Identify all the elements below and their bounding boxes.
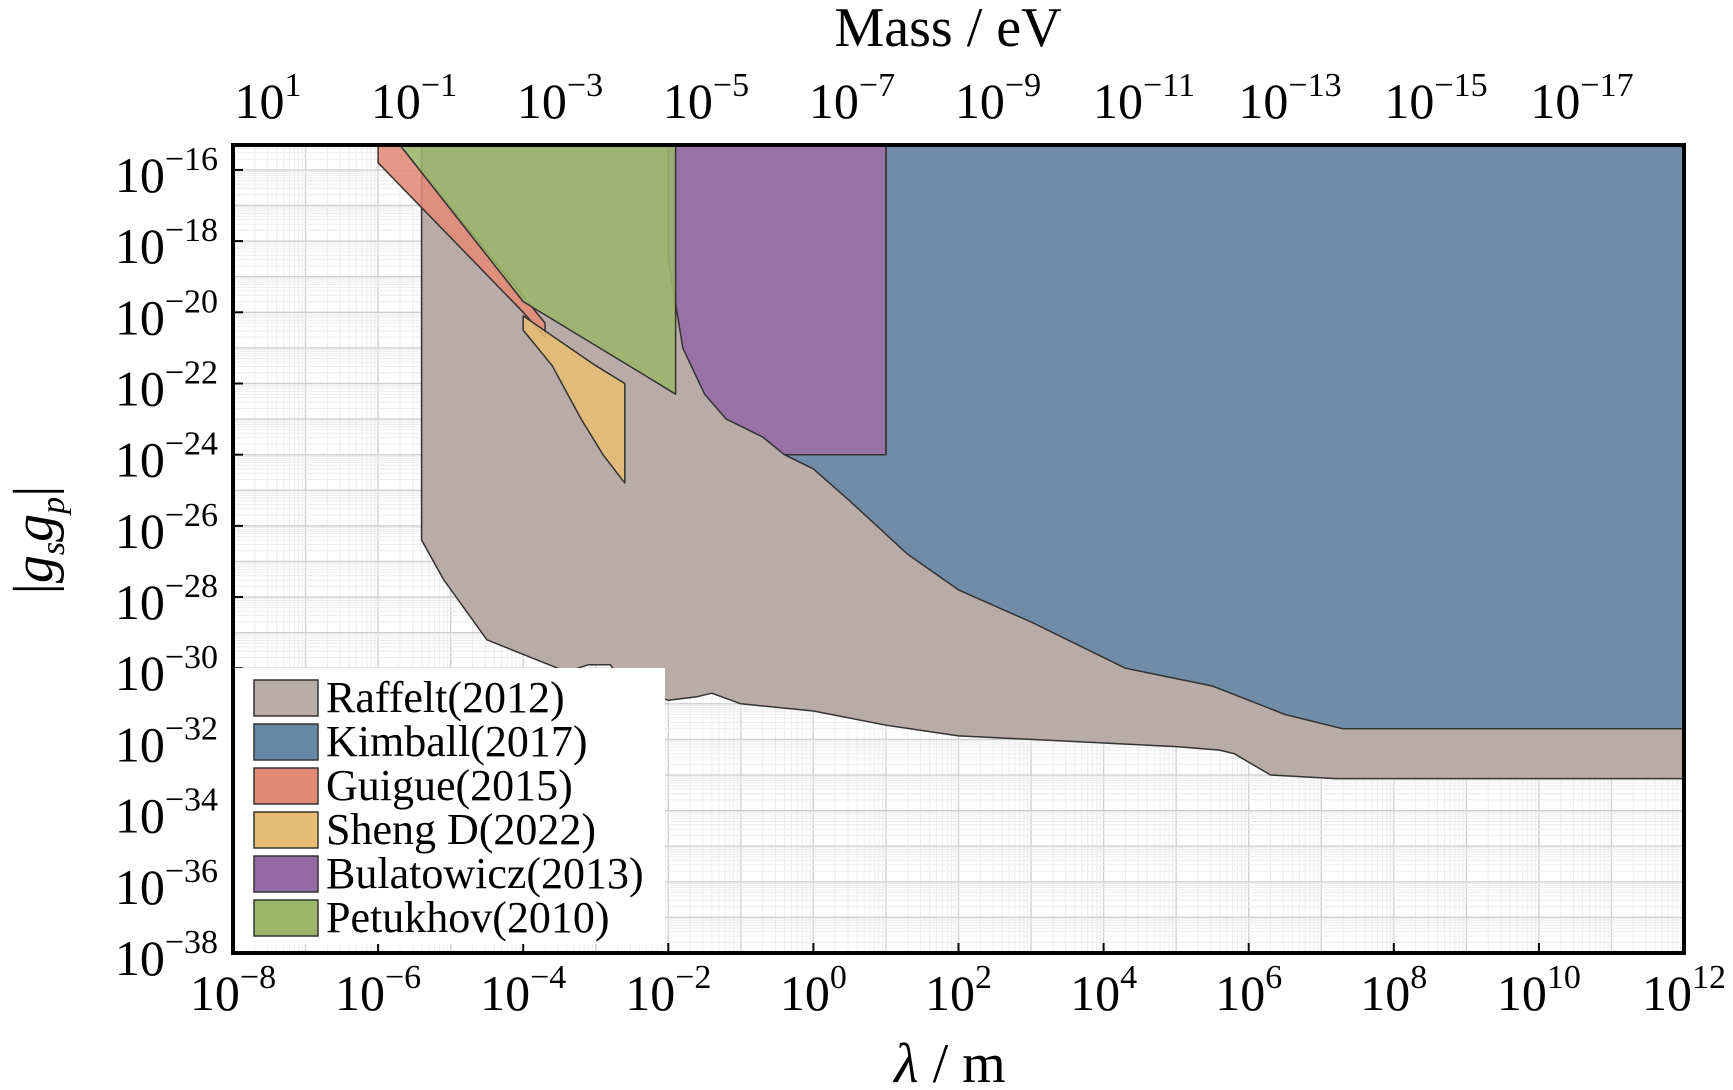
x-axis-title: λ / m bbox=[892, 1033, 1005, 1090]
legend-label: Kimball(2017) bbox=[326, 717, 588, 766]
y-tick-label: 10−24 bbox=[115, 426, 218, 488]
region-kimball-2017 bbox=[783, 145, 1684, 730]
legend-swatch bbox=[253, 723, 319, 761]
x-tick-label: 106 bbox=[1215, 959, 1282, 1021]
top-tick-label: 10−1 bbox=[371, 67, 457, 129]
tick-labels: 10−8 10−6 10−4 10−2 100 102 104 106 108 1010 1012 1… bbox=[115, 67, 1726, 1021]
x-tick-label: 10−4 bbox=[480, 959, 566, 1021]
top-tick-label: 10−5 bbox=[663, 67, 749, 129]
legend-label: Bulatowicz(2013) bbox=[326, 849, 644, 898]
y-tick-label: 10−30 bbox=[115, 639, 218, 701]
x-tick-label: 104 bbox=[1070, 959, 1137, 1021]
top-tick-label: 10−17 bbox=[1530, 67, 1633, 129]
y-tick-label: 10−34 bbox=[115, 782, 218, 844]
y-tick-label: 10−28 bbox=[115, 568, 218, 630]
x-tick-label: 1010 bbox=[1497, 959, 1581, 1021]
x-tick-label: 100 bbox=[780, 959, 847, 1021]
legend-label: Sheng D(2022) bbox=[326, 805, 596, 854]
x-tick-label: 102 bbox=[925, 959, 992, 1021]
y-tick-label: 10−26 bbox=[115, 497, 218, 559]
top-tick-label: 10−3 bbox=[517, 67, 603, 129]
y-tick-label: 10−16 bbox=[115, 141, 218, 203]
legend-swatch bbox=[253, 679, 319, 717]
y-tick-label: 10−38 bbox=[115, 924, 218, 986]
legend-swatch bbox=[253, 767, 319, 805]
top-tick-label: 101 bbox=[235, 67, 302, 129]
legend-swatch bbox=[253, 811, 319, 849]
legend-label: Raffelt(2012) bbox=[326, 673, 565, 722]
x-tick-label: 10−6 bbox=[335, 959, 421, 1021]
legend: Raffelt(2012)Kimball(2017)Guigue(2015)Sh… bbox=[235, 668, 665, 944]
y-tick-label: 10−32 bbox=[115, 710, 218, 772]
y-tick-label: 10−22 bbox=[115, 354, 218, 416]
top-tick-label: 10−13 bbox=[1238, 67, 1341, 129]
region-sheng-d-2022 bbox=[522, 315, 626, 484]
exclusion-regions bbox=[377, 145, 1684, 780]
legend-swatch bbox=[253, 899, 319, 937]
top-tick-label: 10−9 bbox=[955, 67, 1041, 129]
x-tick-label: 10−2 bbox=[625, 959, 711, 1021]
top-tick-label: 10−11 bbox=[1093, 67, 1195, 129]
y-axis-title: |gsgp| bbox=[3, 486, 72, 595]
x-tick-label: 108 bbox=[1360, 959, 1427, 1021]
y-tick-label: 10−36 bbox=[115, 853, 218, 915]
x-tick-label: 1012 bbox=[1642, 959, 1726, 1021]
top-axis-title: Mass / eV bbox=[834, 0, 1061, 59]
y-tick-label: 10−18 bbox=[115, 212, 218, 274]
x-tick-label: 10−8 bbox=[190, 959, 276, 1021]
top-tick-label: 10−15 bbox=[1384, 67, 1487, 129]
legend-label: Petukhov(2010) bbox=[326, 893, 610, 942]
region-petukhov-2010 bbox=[399, 145, 677, 395]
y-tick-label: 10−20 bbox=[115, 283, 218, 345]
legend-label: Guigue(2015) bbox=[326, 761, 573, 810]
top-tick-label: 10−7 bbox=[809, 67, 895, 129]
legend-swatch bbox=[253, 855, 319, 893]
